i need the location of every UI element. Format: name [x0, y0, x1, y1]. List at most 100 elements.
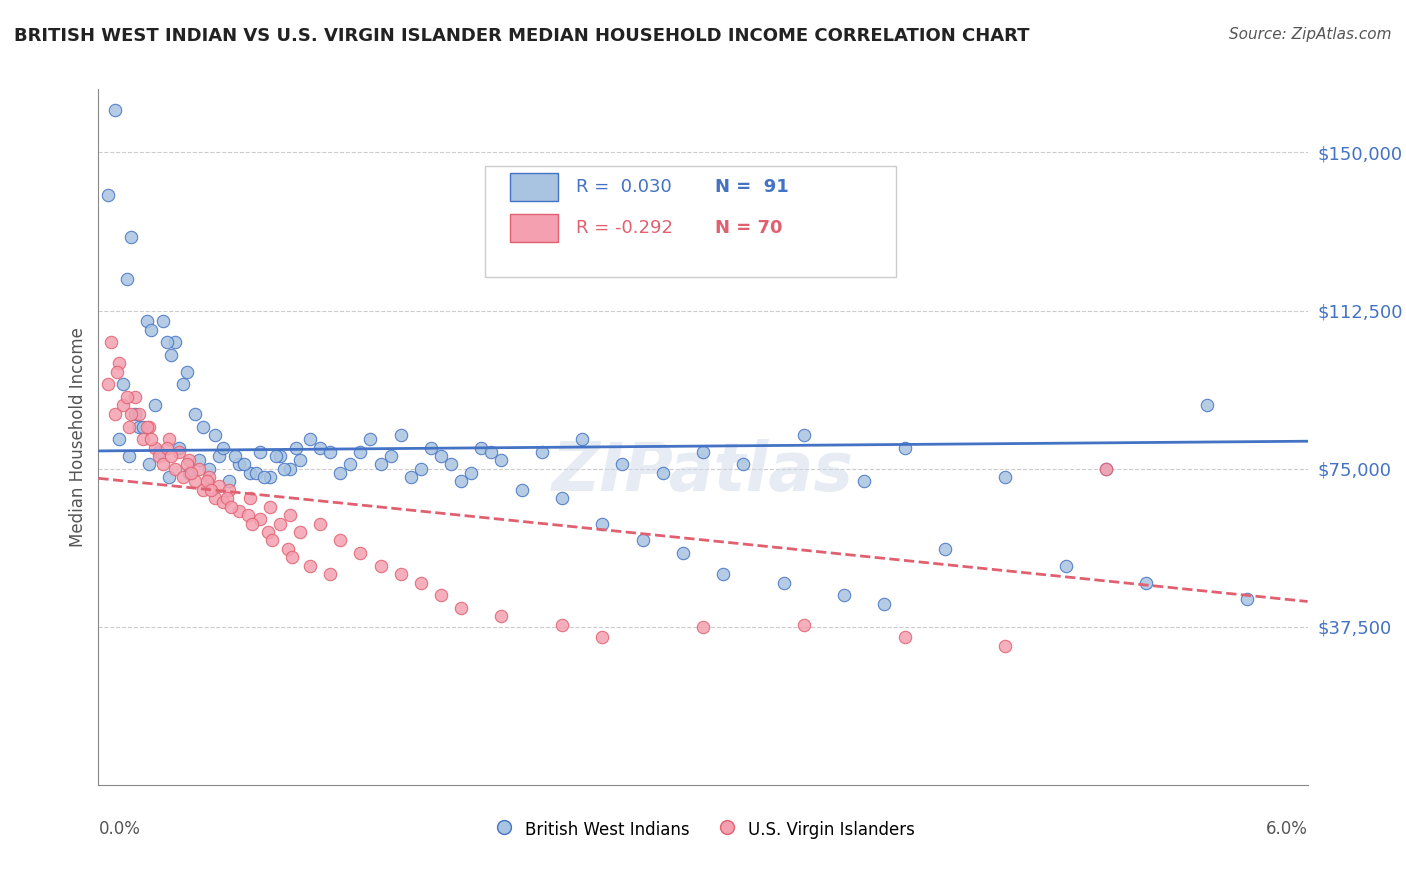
Point	[128, 419, 150, 434]
Point	[481, 445, 503, 459]
Point	[277, 541, 299, 556]
Point	[128, 407, 150, 421]
Point	[1195, 399, 1218, 413]
Point	[100, 335, 122, 350]
Point	[1135, 575, 1157, 590]
Point	[631, 533, 654, 548]
Point	[1236, 592, 1258, 607]
Point	[148, 449, 170, 463]
Point	[530, 445, 553, 459]
Point	[245, 466, 267, 480]
Point	[103, 103, 125, 118]
Point	[651, 466, 673, 480]
Point	[370, 458, 392, 472]
Point	[167, 445, 190, 459]
Point	[409, 461, 432, 475]
Point	[239, 491, 262, 506]
Point	[224, 449, 246, 463]
Point	[380, 449, 402, 463]
Point	[299, 432, 322, 446]
Point	[264, 449, 287, 463]
Point	[319, 445, 342, 459]
Point	[399, 470, 422, 484]
Point	[167, 441, 190, 455]
Point	[591, 631, 613, 645]
Point	[793, 428, 815, 442]
Point	[217, 491, 239, 506]
Point	[259, 500, 281, 514]
Point	[193, 419, 215, 434]
Point	[208, 478, 231, 492]
Bar	[509, 214, 558, 243]
Point	[218, 483, 240, 497]
Point	[152, 314, 174, 328]
Point	[228, 458, 250, 472]
Point	[551, 491, 574, 506]
Point	[105, 365, 128, 379]
Point	[157, 432, 180, 446]
Point	[221, 500, 243, 514]
Point	[204, 491, 226, 506]
Point	[188, 453, 211, 467]
Text: 6.0%: 6.0%	[1265, 820, 1308, 838]
Legend: British West Indians, U.S. Virgin Islanders: British West Indians, U.S. Virgin Island…	[485, 813, 921, 847]
Text: N = 70: N = 70	[716, 219, 783, 237]
Point	[853, 475, 876, 489]
Point	[156, 441, 179, 455]
Point	[124, 407, 146, 421]
Point	[163, 335, 186, 350]
Point	[420, 441, 443, 455]
Point	[460, 466, 482, 480]
Point	[278, 461, 301, 475]
Point	[208, 449, 231, 463]
Point	[120, 229, 142, 244]
Point	[115, 272, 138, 286]
Point	[389, 428, 412, 442]
Point	[228, 504, 250, 518]
Point	[193, 483, 215, 497]
Point	[711, 567, 734, 582]
Point	[218, 475, 240, 489]
Point	[180, 466, 202, 480]
Point	[551, 617, 574, 632]
Bar	[509, 173, 558, 201]
Point	[139, 432, 162, 446]
Point	[309, 441, 332, 455]
Point	[339, 458, 361, 472]
Point	[733, 458, 755, 472]
Point	[111, 399, 134, 413]
Point	[893, 631, 915, 645]
Point	[115, 390, 138, 404]
Text: Source: ZipAtlas.com: Source: ZipAtlas.com	[1229, 27, 1392, 42]
Point	[832, 588, 855, 602]
Point	[591, 516, 613, 531]
Point	[389, 567, 412, 582]
Point	[212, 441, 235, 455]
Point	[873, 597, 896, 611]
Point	[440, 458, 463, 472]
Point	[288, 524, 311, 539]
Point	[409, 575, 432, 590]
Point	[160, 348, 183, 362]
Point	[430, 588, 453, 602]
Point	[176, 458, 198, 472]
Point	[212, 495, 235, 509]
Point	[260, 533, 283, 548]
Point	[240, 516, 263, 531]
Point	[118, 419, 141, 434]
Point	[253, 470, 276, 484]
Point	[204, 428, 226, 442]
Point	[184, 407, 207, 421]
Point	[198, 470, 221, 484]
Point	[107, 432, 129, 446]
Point	[148, 445, 170, 459]
Point	[269, 449, 291, 463]
Point	[172, 470, 194, 484]
Point	[124, 390, 146, 404]
Text: N =  91: N = 91	[716, 178, 789, 195]
Point	[172, 377, 194, 392]
Point	[143, 441, 166, 455]
Point	[184, 475, 207, 489]
Point	[103, 407, 125, 421]
Point	[143, 399, 166, 413]
